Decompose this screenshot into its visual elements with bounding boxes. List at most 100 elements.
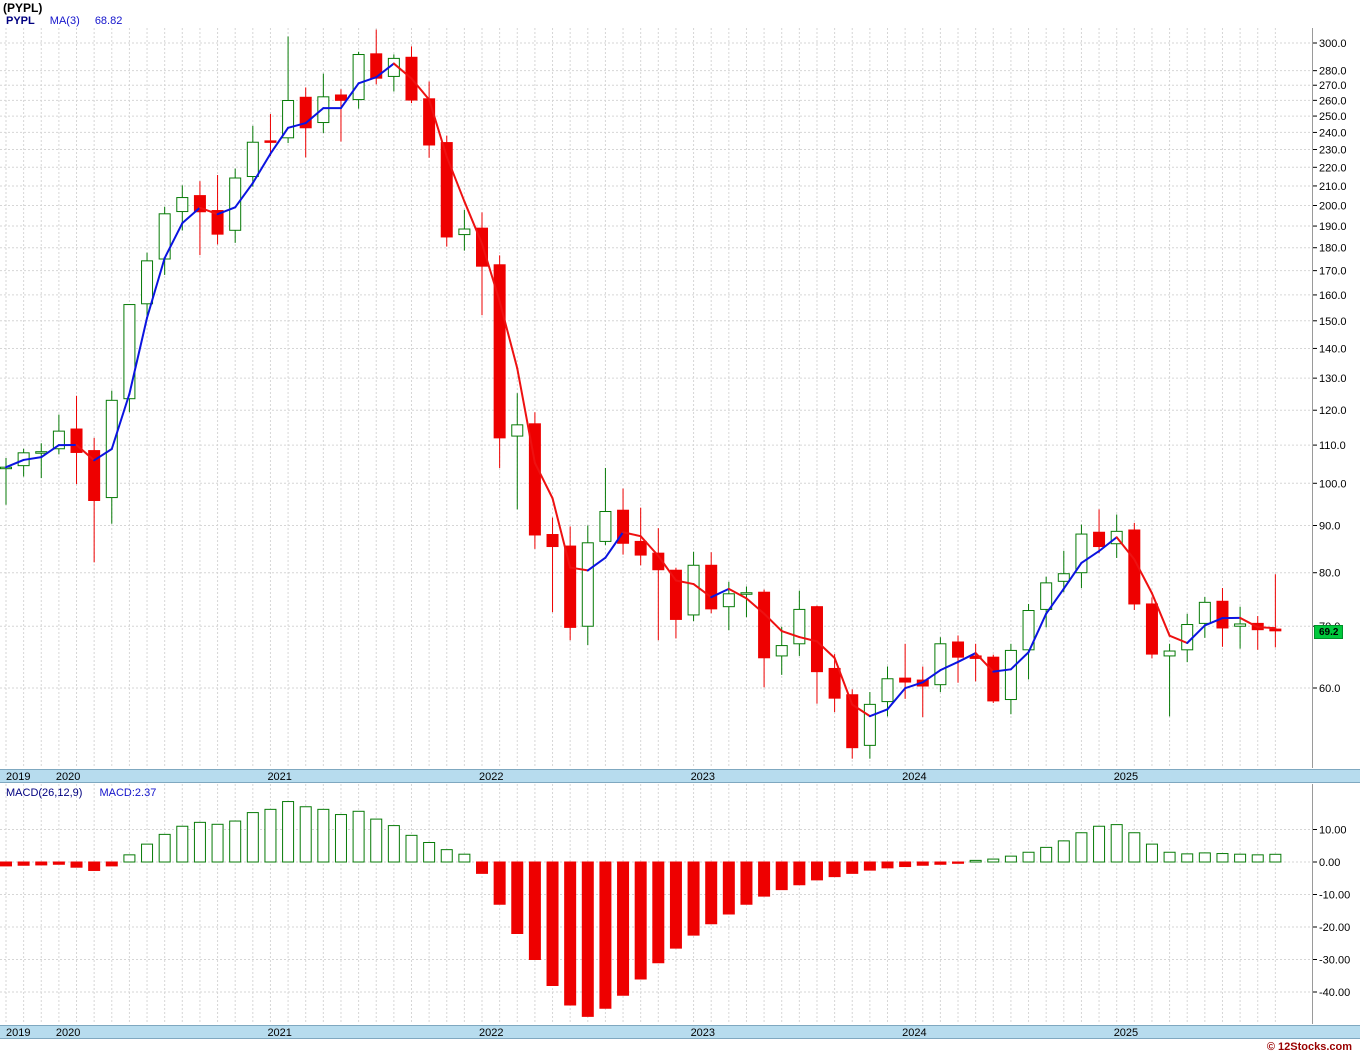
macd-histogram-bar xyxy=(1251,854,1264,863)
macd-histogram-bar xyxy=(17,861,30,866)
candle-body xyxy=(123,304,136,400)
ma3-line-segment xyxy=(763,612,783,633)
candle-body xyxy=(282,100,295,139)
candle-body xyxy=(141,260,154,305)
macd-histogram-bar xyxy=(1128,832,1141,863)
candle-body xyxy=(758,591,771,659)
ma3-line-segment xyxy=(974,652,995,673)
price-axis-label: 260.0 xyxy=(1319,95,1347,107)
macd-histogram-bar xyxy=(370,818,383,863)
candle-body xyxy=(705,564,718,610)
ma3-line-segment xyxy=(216,206,237,216)
macd-histogram-bar xyxy=(0,861,12,867)
candle-body xyxy=(1269,628,1282,632)
macd-histogram-bar xyxy=(1057,840,1070,863)
macd-histogram-bar xyxy=(105,861,118,867)
ma3-line-segment xyxy=(622,531,642,538)
candle-body xyxy=(652,552,665,571)
candle-body xyxy=(88,450,101,501)
legend-symbol: PYPL xyxy=(6,15,35,27)
candle-body xyxy=(511,424,524,437)
price-axis-label: 240.0 xyxy=(1319,127,1347,139)
macd-histogram-bar xyxy=(352,810,365,863)
macd-histogram-bar xyxy=(70,861,83,868)
candle-body xyxy=(987,656,1000,702)
macd-histogram-bar xyxy=(1181,853,1194,863)
timeline-year-label: 2024 xyxy=(902,771,926,783)
ma3-line-segment xyxy=(604,531,625,559)
ma3-line-segment xyxy=(428,98,448,158)
timeline-year-label: 2023 xyxy=(691,1027,715,1039)
macd-histogram-bar xyxy=(246,812,259,863)
ma3-line-segment xyxy=(851,703,871,718)
macd-histogram-bar xyxy=(899,861,912,868)
candle-body xyxy=(1022,610,1035,651)
ma3-line-segment xyxy=(75,443,96,462)
ma3-line-segment xyxy=(269,126,290,155)
macd-histogram-bar xyxy=(528,861,541,960)
macd-histogram-bar xyxy=(476,861,489,874)
ma3-line-segment xyxy=(5,458,25,469)
timeline-year-label: 2020 xyxy=(56,1027,80,1039)
macd-histogram-bar xyxy=(1269,853,1282,863)
price-legend: PYPL MA(3) 68.82 xyxy=(6,15,122,27)
ma3-line-segment xyxy=(287,122,307,129)
candle-body xyxy=(423,98,436,146)
ma3-line-segment xyxy=(198,206,219,216)
macd-histogram-bar xyxy=(123,854,136,863)
macd-histogram-bar xyxy=(758,861,771,897)
candle-body xyxy=(899,677,912,683)
macd-histogram-bar xyxy=(828,861,841,878)
macd-histogram-bar xyxy=(440,849,453,863)
ma3-line-segment xyxy=(957,652,977,663)
price-axis-label: 160.0 xyxy=(1319,290,1347,302)
macd-histogram-bar xyxy=(193,821,206,863)
candle-body xyxy=(793,608,806,645)
ma3-line-segment xyxy=(1062,561,1083,590)
candle-body xyxy=(969,655,982,659)
candle-body xyxy=(352,54,365,101)
ma3-line-segment xyxy=(392,62,413,80)
ma3-line-segment xyxy=(1009,651,1030,671)
macd-histogram-bar xyxy=(687,861,700,936)
candle-body xyxy=(669,569,682,620)
macd-histogram-bar xyxy=(546,861,559,986)
macd-histogram-bar xyxy=(176,825,189,863)
ma3-line-segment xyxy=(251,152,272,185)
watermark: © 12Stocks.com xyxy=(1266,1041,1352,1053)
macd-histogram-bar xyxy=(1110,824,1123,863)
macd-histogram-bar xyxy=(1216,853,1229,863)
ma3-line-segment xyxy=(692,583,713,599)
timeline-year-label: 2019 xyxy=(6,1027,30,1039)
ma3-line-segment xyxy=(110,392,131,450)
candle-body xyxy=(1216,600,1229,629)
timeline-band xyxy=(0,1025,1360,1039)
ma3-line-segment xyxy=(533,461,554,500)
macd-axis-label: -10.00 xyxy=(1319,890,1350,902)
macd-histogram-bar xyxy=(511,861,524,934)
candle-body xyxy=(1234,623,1247,627)
macd-histogram-bar xyxy=(916,861,929,866)
price-axis-label: 270.0 xyxy=(1319,80,1347,92)
macd-histogram-bar xyxy=(405,834,418,863)
ma3-line-segment xyxy=(1150,592,1171,637)
price-axis-label: 180.0 xyxy=(1319,243,1347,255)
candle-body xyxy=(1128,529,1141,605)
candle-body xyxy=(846,694,859,749)
candle-body xyxy=(440,142,453,238)
macd-histogram-bar xyxy=(1075,832,1088,863)
ma3-line-segment xyxy=(22,456,43,461)
macd-histogram-bar xyxy=(52,861,65,865)
ma3-line-segment xyxy=(40,444,60,459)
macd-histogram-bar xyxy=(317,808,330,863)
candle-body xyxy=(211,210,224,235)
candle-body xyxy=(599,511,612,542)
candle-body xyxy=(70,428,83,453)
macd-histogram-bar xyxy=(705,861,718,925)
ma3-line-segment xyxy=(498,300,519,370)
macd-axis-label: -30.00 xyxy=(1319,955,1350,967)
price-axis-label: 80.0 xyxy=(1319,568,1340,580)
macd-histogram-bar xyxy=(969,859,982,863)
candle-body xyxy=(1198,601,1211,624)
